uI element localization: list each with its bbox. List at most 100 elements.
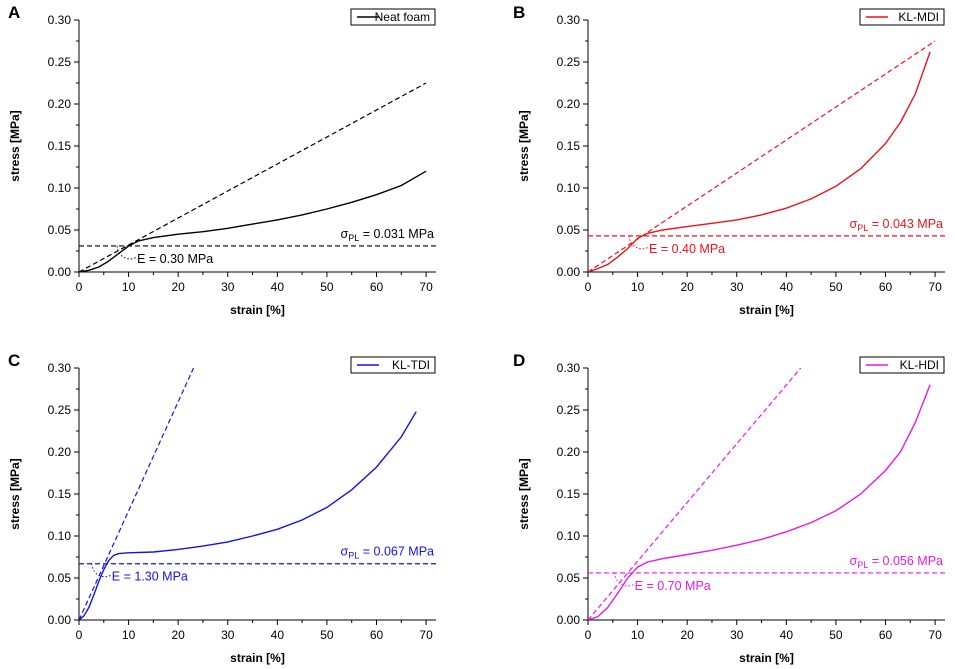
legend-label: KL-HDI <box>900 358 939 372</box>
x-tick-label: 50 <box>320 628 334 642</box>
plot-area <box>588 40 945 272</box>
legend-box <box>350 356 436 374</box>
x-tick-label: 50 <box>829 628 843 642</box>
y-tick-label: 0.25 <box>557 55 581 69</box>
y-tick-label: 0.15 <box>48 139 72 153</box>
x-tick-label: 60 <box>879 280 893 294</box>
sigma-symbol: σ <box>850 217 858 231</box>
sigma-pl-label: σPL = 0.067 MPa <box>341 545 434 561</box>
y-tick-label: 0.25 <box>557 403 581 417</box>
x-tick-label: 40 <box>271 280 285 294</box>
x-tick-label: 50 <box>829 280 843 294</box>
x-tick-label: 10 <box>122 280 136 294</box>
x-tick-label: 40 <box>780 280 794 294</box>
modulus-fit-line <box>588 368 802 620</box>
y-tick-label: 0.10 <box>557 529 581 543</box>
panel-letter: A <box>8 3 20 22</box>
y-tick-label: 0.25 <box>48 55 72 69</box>
sigma-equals: = <box>359 227 373 241</box>
sigma-value: 0.043 MPa <box>883 217 944 231</box>
sigma-subscript: PL <box>348 551 359 561</box>
angle-arc <box>116 245 138 260</box>
legend-box <box>350 8 436 26</box>
x-tick-label: 20 <box>171 628 185 642</box>
y-tick-label: 0.20 <box>557 445 581 459</box>
sigma-symbol: σ <box>850 554 858 568</box>
sigma-equals: = <box>359 545 373 559</box>
x-tick-label: 0 <box>76 280 83 294</box>
stress-strain-curve <box>588 51 931 272</box>
x-tick-label: 70 <box>419 280 433 294</box>
x-tick-label: 40 <box>780 628 794 642</box>
legend-box <box>859 356 945 374</box>
x-tick-label: 10 <box>122 628 136 642</box>
plot-area <box>588 368 945 620</box>
y-tick-label: 0.05 <box>48 571 72 585</box>
modulus-fit-line <box>588 40 936 272</box>
x-tick-label: 40 <box>271 628 285 642</box>
panel-d: D 0 10 20 30 40 50 60 70 0.00 0.05 0.10 0.15 0.20 0.25… <box>513 351 945 665</box>
modulus-fit-line <box>79 368 195 620</box>
x-tick-label: 60 <box>370 280 384 294</box>
x-axis-label: strain [%] <box>230 651 285 665</box>
x-tick-label: 70 <box>928 280 942 294</box>
stress-strain-curve <box>79 411 417 620</box>
sigma-value: 0.031 MPa <box>374 227 435 241</box>
y-tick-label: 0.15 <box>557 487 581 501</box>
y-tick-label: 0.00 <box>557 613 581 627</box>
sigma-equals: = <box>868 554 882 568</box>
x-tick-label: 20 <box>171 280 185 294</box>
y-tick-label: 0.00 <box>48 613 72 627</box>
sigma-symbol: σ <box>341 545 349 559</box>
y-tick-label: 0.10 <box>48 181 72 195</box>
x-tick-label: 50 <box>320 280 334 294</box>
y-tick-label: 0.15 <box>557 139 581 153</box>
x-tick-label: 70 <box>928 628 942 642</box>
x-tick-label: 60 <box>879 628 893 642</box>
sigma-pl-label: σPL = 0.043 MPa <box>850 217 943 233</box>
y-tick-label: 0.30 <box>557 361 581 375</box>
sigma-pl-label: σPL = 0.056 MPa <box>850 554 943 570</box>
panel-a: A 0 10 20 30 40 50 60 70 0.00 0.05 0.10 0.15 0.20 0.25… <box>8 3 436 317</box>
x-tick-label: 20 <box>680 628 694 642</box>
legend-label: KL-MDI <box>898 10 939 24</box>
x-tick-label: 0 <box>585 280 592 294</box>
x-tick-label: 30 <box>730 628 744 642</box>
x-tick-label: 0 <box>76 628 83 642</box>
x-tick-label: 10 <box>631 280 645 294</box>
sigma-value: 0.056 MPa <box>883 554 944 568</box>
stress-strain-curve <box>79 170 427 272</box>
x-tick-label: 30 <box>730 280 744 294</box>
y-tick-label: 0.20 <box>48 97 72 111</box>
sigma-subscript: PL <box>348 233 359 243</box>
x-tick-label: 10 <box>631 628 645 642</box>
angle-arc <box>614 572 636 587</box>
y-tick-label: 0.00 <box>557 265 581 279</box>
x-tick-label: 20 <box>680 280 694 294</box>
modulus-label: E = 0.40 MPa <box>649 242 725 256</box>
modulus-label: E = 0.70 MPa <box>635 579 711 593</box>
x-axis-label: strain [%] <box>739 303 794 317</box>
sigma-subscript: PL <box>857 223 868 233</box>
panel-letter: C <box>8 351 20 370</box>
sigma-symbol: σ <box>341 227 349 241</box>
y-tick-label: 0.05 <box>48 223 72 237</box>
y-tick-label: 0.25 <box>48 403 72 417</box>
panel-letter: B <box>513 3 525 22</box>
x-axis-label: strain [%] <box>739 651 794 665</box>
y-tick-label: 0.15 <box>48 487 72 501</box>
sigma-subscript: PL <box>857 560 868 570</box>
x-axis-label: strain [%] <box>230 303 285 317</box>
y-axis-label: stress [MPa] <box>517 110 531 181</box>
y-tick-label: 0.30 <box>557 13 581 27</box>
sigma-value: 0.067 MPa <box>374 545 435 559</box>
y-axis-label: stress [MPa] <box>517 458 531 529</box>
angle-arc <box>628 235 650 250</box>
y-tick-label: 0.20 <box>48 445 72 459</box>
y-tick-label: 0.10 <box>557 181 581 195</box>
legend-box <box>859 8 945 26</box>
modulus-label: E = 0.30 MPa <box>137 252 213 266</box>
legend-label: KL-TDI <box>392 358 430 372</box>
plot-area <box>79 82 436 272</box>
